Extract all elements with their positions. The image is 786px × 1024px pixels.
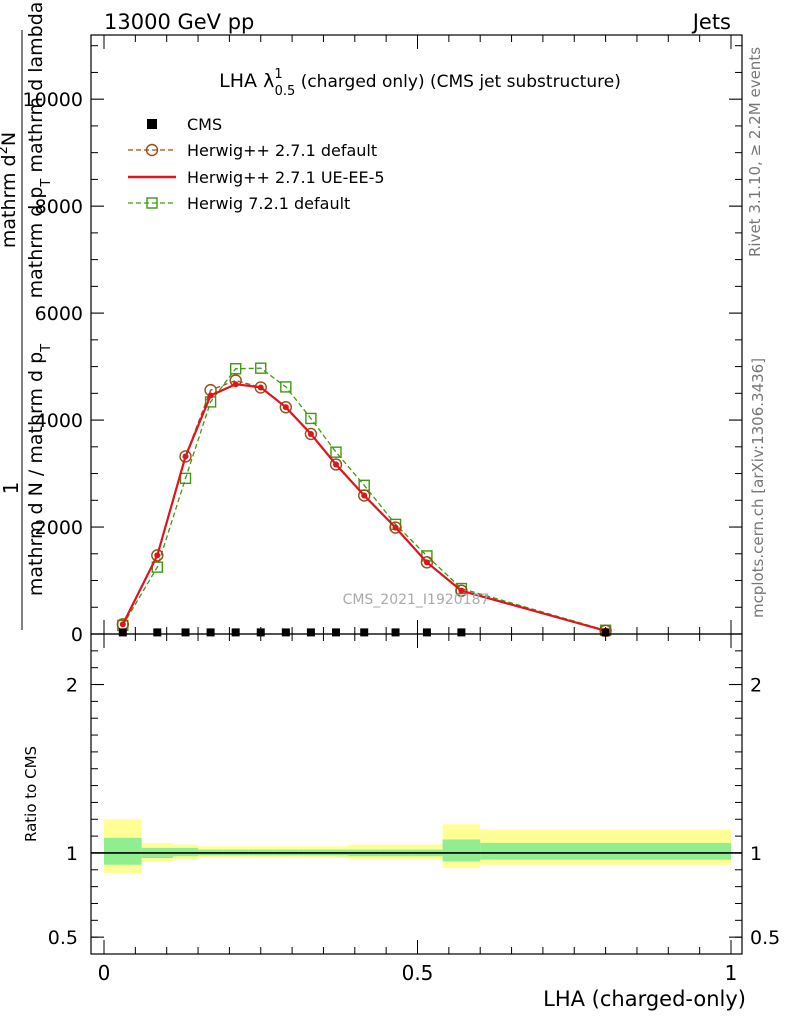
ratio-y-axis-label: Ratio to CMS xyxy=(22,746,40,842)
mcplots-credit-label: mcplots.cern.ch [arXiv:1306.3436] xyxy=(749,358,767,618)
header-category-label: Jets xyxy=(691,10,731,34)
ratio-tick-label-right: 1 xyxy=(750,843,762,865)
chart-title-sup: 1 xyxy=(274,67,282,82)
ratio-inner-band xyxy=(442,839,481,862)
herwigpp-ueee5-point xyxy=(154,552,161,559)
cms-data-point xyxy=(391,628,400,637)
herwigpp-ueee5-point xyxy=(332,461,339,468)
herwigpp-default-point xyxy=(179,450,192,463)
rivet-version-label: Rivet 3.1.10, ≥ 2.2M events xyxy=(746,47,764,257)
herwigpp-ueee5-point xyxy=(232,381,239,388)
y-tick-label: 4000 xyxy=(35,410,83,432)
legend-herwigpp-default-marker xyxy=(145,143,159,157)
cms-data-point xyxy=(360,628,369,637)
herwigpp-ueee5-point xyxy=(458,587,465,594)
herwigpp-default-point xyxy=(420,556,434,569)
ratio-tick-label: 1 xyxy=(66,843,78,865)
herwig7-point xyxy=(179,472,192,485)
main-y-axis: 0 2000 4000 6000 8000 10000 xyxy=(23,45,742,646)
ylabel-prefix: 1 xyxy=(0,482,23,495)
herwigpp-ueee5-point xyxy=(257,384,264,391)
x-tick-label: 0.5 xyxy=(402,961,434,985)
herwigpp-ueee5-point xyxy=(361,492,368,499)
series-herwig7-line xyxy=(122,367,606,631)
ratio-inner-band xyxy=(480,842,731,860)
legend-entry-label: Herwig++ 2.7.1 UE-EE-5 xyxy=(187,168,385,187)
ratio-tick-label: 2 xyxy=(66,675,78,697)
cms-data-point xyxy=(281,628,290,637)
herwig7-point xyxy=(305,412,317,425)
cms-data-point xyxy=(153,628,162,637)
ratio-inner-band xyxy=(172,847,199,857)
herwig7-point xyxy=(280,381,292,393)
cms-data-point xyxy=(457,628,466,637)
herwig7-point xyxy=(229,363,242,375)
herwigpp-default-point xyxy=(329,458,343,471)
ratio-bands-layer xyxy=(104,819,731,874)
chart-title-rest: (charged only) (CMS jet substructure) xyxy=(295,72,621,92)
x-axis-label: LHA (charged-only) xyxy=(543,987,746,1011)
x-tick-label: 1 xyxy=(725,961,738,985)
y-tick-label: 6000 xyxy=(35,303,83,325)
herwigpp-ueee5-point xyxy=(307,430,314,437)
header-energy-label: 13000 GeV pp xyxy=(104,10,254,34)
legend-cms-marker xyxy=(147,119,157,129)
ratio-inner-band xyxy=(104,837,142,865)
ylabel-denominator: mathrm d pT mathrm d lambda xyxy=(25,2,54,299)
legend-entry-label: Herwig++ 2.7.1 default xyxy=(187,141,377,160)
chart-title: LHA λ1 0.5 (charged only) (CMS jet substr… xyxy=(219,67,621,99)
x-tick-label: 0 xyxy=(98,961,111,985)
legend-entry-label: Herwig 7.2.1 default xyxy=(187,194,350,213)
cms-data-point xyxy=(231,628,240,637)
herwigpp-default-point xyxy=(151,549,164,562)
herwigpp-ueee5-point xyxy=(423,559,430,566)
main-panel: 0 2000 4000 6000 8000 10000 LHA λ1 0.5 (charge… xyxy=(23,34,743,646)
herwigpp-ueee5-point xyxy=(182,453,189,460)
herwigpp-default-point xyxy=(279,401,293,414)
herwigpp-default-point xyxy=(304,427,318,441)
cms-data-point xyxy=(422,628,431,637)
cms-data-point xyxy=(206,628,215,637)
herwig7-point xyxy=(255,362,267,374)
legend-herwig7-marker xyxy=(146,197,158,209)
cms-data-point xyxy=(118,628,127,637)
ratio-y-axis: 0.5 0.5 1 1 2 2 xyxy=(48,650,780,949)
y-tick-label: 10000 xyxy=(23,89,83,111)
ratio-tick-label-right: 0.5 xyxy=(750,927,780,949)
ratio-tick-label-right: 2 xyxy=(750,675,762,697)
ylabel-numerator: mathrm d2N xyxy=(0,132,20,248)
herwigpp-ueee5-point xyxy=(119,621,126,628)
ylabel-left-fraction: mathrm d N / mathrm d pT xyxy=(25,344,54,596)
series-herwigpp-ueee5-line xyxy=(121,383,606,632)
x-axis: 0 0.5 1 xyxy=(98,35,738,985)
chart-title-sub: 0.5 xyxy=(275,84,296,99)
legend-entry-label: CMS xyxy=(187,115,222,134)
ratio-frame xyxy=(90,633,743,955)
y-tick-label: 2000 xyxy=(35,517,83,539)
herwigpp-default-point xyxy=(455,584,468,597)
chart-title-main: LHA λ xyxy=(219,70,274,92)
herwigpp-ueee5-point xyxy=(392,524,399,531)
herwigpp-default-point xyxy=(358,489,371,502)
herwigpp-ueee5-point xyxy=(282,404,289,411)
ratio-tick-label: 0.5 xyxy=(48,927,78,949)
legend: CMS Herwig++ 2.7.1 default Herwig++ 2.7.1 … xyxy=(128,115,385,213)
herwig7-point xyxy=(330,446,342,458)
cms-data-point xyxy=(331,628,340,637)
y-tick-label: 8000 xyxy=(35,196,83,218)
main-y-axis-label: 1 mathrm d2N mathrm d pT mathrm d lambda… xyxy=(0,2,54,630)
main-series-layer xyxy=(116,362,612,637)
cms-data-point xyxy=(181,628,190,637)
ratio-panel: 0.5 0.51 12 2 0 0.5 1 Ratio to CMS LHA (charg… xyxy=(22,35,780,1011)
y-tick-label: 0 xyxy=(71,624,83,646)
analysis-watermark: CMS_2021_I1920187 xyxy=(343,592,490,608)
herwigpp-default-point xyxy=(389,521,402,534)
cms-data-point xyxy=(306,628,315,637)
herwigpp-ueee5-point xyxy=(207,392,214,399)
